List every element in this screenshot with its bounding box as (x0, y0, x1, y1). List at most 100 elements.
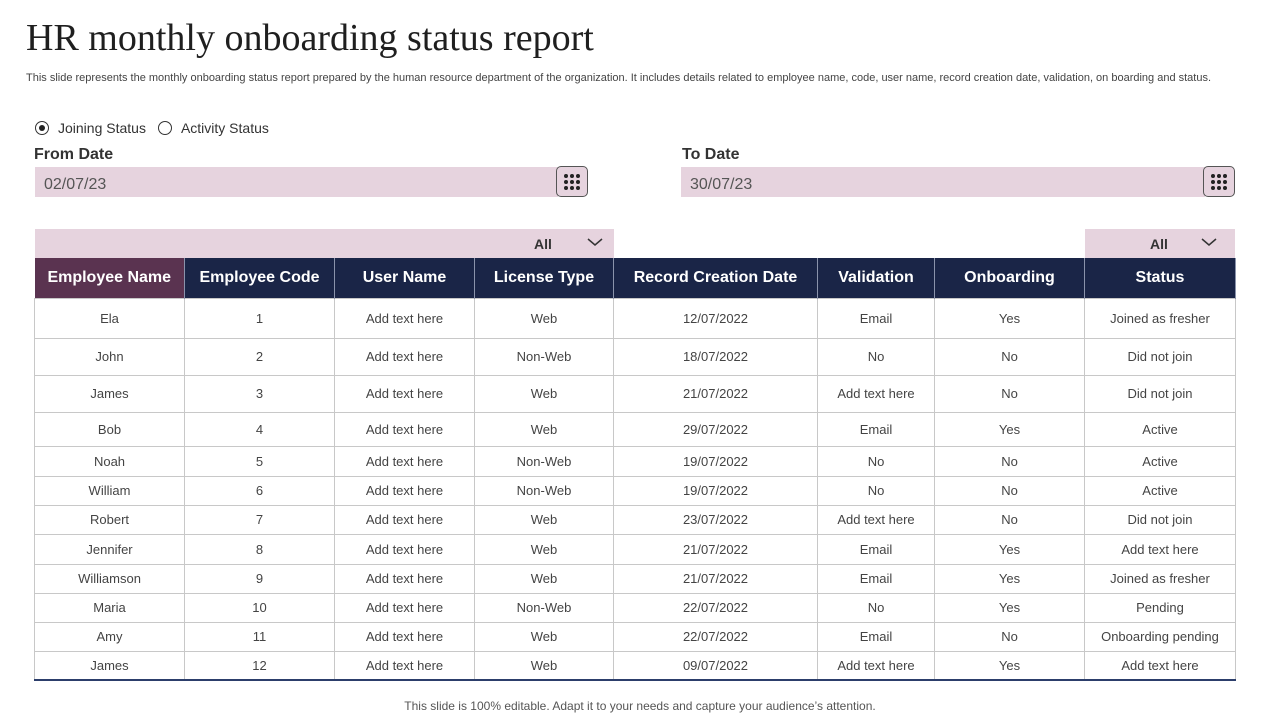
table-cell: Non-Web (474, 475, 614, 506)
to-date-input[interactable] (681, 167, 1205, 197)
status-radio-group: Joining Status Activity Status (35, 120, 281, 136)
radio-unchecked-icon[interactable] (157, 121, 172, 135)
table-cell: Email (817, 297, 935, 339)
column-header: Employee Code (184, 258, 335, 298)
table-cell: 18/07/2022 (613, 337, 818, 376)
table-header-row: Employee Name Employee Code User Name Licen… (34, 258, 1236, 298)
table-row: John 2 Add text here Non-Web 18/07/2022 No No D… (34, 337, 1236, 376)
table-cell: Add text here (334, 563, 475, 594)
table-cell: No (934, 504, 1085, 535)
table-cell: No (817, 475, 935, 506)
radio-activity-status-label: Activity Status (180, 120, 269, 136)
table-cell: Add text here (334, 337, 475, 376)
table-row: Jennifer 8 Add text here Web 21/07/2022 Email… (34, 533, 1236, 565)
table-cell: Add text here (334, 650, 475, 681)
table-cell: Non-Web (474, 592, 614, 623)
filter-dropdown-right[interactable]: All (1085, 229, 1235, 258)
table-cell: Add text here (334, 475, 475, 506)
table-cell: Web (474, 650, 614, 681)
table-cell: Web (474, 533, 614, 565)
table-cell: Add text here (334, 504, 475, 535)
table-cell: 1 (184, 297, 335, 339)
column-header: User Name (334, 258, 475, 298)
table-cell: Yes (934, 650, 1085, 681)
table-cell: Add text here (334, 411, 475, 447)
table-cell: Jennifer (34, 533, 185, 565)
table-row: James 3 Add text here Web 21/07/2022 Add text… (34, 374, 1236, 413)
table-row: William 6 Add text here Non-Web 19/07/2022 No… (34, 475, 1236, 506)
table-cell: 11 (184, 621, 335, 652)
table-cell: Did not join (1084, 504, 1236, 535)
table-cell: Did not join (1084, 337, 1236, 376)
from-date-input[interactable] (35, 167, 558, 197)
radio-activity-status[interactable]: Activity Status (157, 120, 269, 136)
column-header: Employee Name (34, 258, 185, 298)
table-cell: Add text here (1084, 650, 1236, 681)
table-cell: Add text here (817, 504, 935, 535)
table-cell: No (934, 475, 1085, 506)
table-cell: Email (817, 533, 935, 565)
table-cell: James (34, 374, 185, 413)
table-cell: 3 (184, 374, 335, 413)
table-cell: Email (817, 411, 935, 447)
table-cell: John (34, 337, 185, 376)
table-cell: Active (1084, 475, 1236, 506)
table-cell: Yes (934, 592, 1085, 623)
footer-note: This slide is 100% editable. Adapt it to… (404, 699, 876, 713)
table-cell: No (934, 337, 1085, 376)
table-cell: Joined as fresher (1084, 563, 1236, 594)
table-cell: 9 (184, 563, 335, 594)
table-cell: Joined as fresher (1084, 297, 1236, 339)
table-cell: Active (1084, 411, 1236, 447)
table-cell: 7 (184, 504, 335, 535)
table-cell: Add text here (334, 297, 475, 339)
table-row: James 12 Add text here Web 09/07/2022 Add tex… (34, 650, 1236, 681)
table-cell: 21/07/2022 (613, 563, 818, 594)
table-cell: Ela (34, 297, 185, 339)
column-header: License Type (474, 258, 614, 298)
table-cell: Email (817, 621, 935, 652)
column-header: Validation (817, 258, 935, 298)
table-cell: Add text here (334, 592, 475, 623)
radio-checked-icon[interactable] (35, 121, 49, 135)
table-cell: Yes (934, 297, 1085, 339)
table-cell: Williamson (34, 563, 185, 594)
table-cell: 4 (184, 411, 335, 447)
table-cell: Web (474, 504, 614, 535)
table-cell: Web (474, 563, 614, 594)
chevron-down-icon (1201, 238, 1217, 246)
table-cell: 23/07/2022 (613, 504, 818, 535)
table-cell: Add text here (334, 374, 475, 413)
filter-dropdown-left[interactable]: All (35, 229, 614, 258)
table-cell: 21/07/2022 (613, 374, 818, 413)
table-cell: No (934, 621, 1085, 652)
table-cell: Pending (1084, 592, 1236, 623)
from-date-label: From Date (34, 146, 114, 163)
table-cell: Noah (34, 445, 185, 477)
table-cell: 22/07/2022 (613, 592, 818, 623)
calendar-grid-icon (564, 173, 568, 178)
table-cell: 2 (184, 337, 335, 376)
table-cell: 12/07/2022 (613, 297, 818, 339)
table-cell: 29/07/2022 (613, 411, 818, 447)
table-cell: Web (474, 374, 614, 413)
onboarding-table: Employee Name Employee Code User Name Licen… (34, 258, 1236, 681)
filter-left-value: All (534, 236, 552, 252)
table-row: Noah 5 Add text here Non-Web 19/07/2022 No No A… (34, 445, 1236, 477)
table-cell: No (817, 337, 935, 376)
radio-joining-status[interactable]: Joining Status (35, 120, 146, 136)
table-cell: James (34, 650, 185, 681)
table-cell: Add text here (334, 621, 475, 652)
table-cell: Amy (34, 621, 185, 652)
column-header: Onboarding (934, 258, 1085, 298)
table-cell: Add text here (817, 374, 935, 413)
table-cell: 19/07/2022 (613, 445, 818, 477)
table-cell: No (934, 445, 1085, 477)
from-date-calendar-button[interactable] (556, 166, 588, 197)
to-date-calendar-button[interactable] (1203, 166, 1235, 197)
table-cell: William (34, 475, 185, 506)
table-cell: Add text here (334, 533, 475, 565)
table-cell: 5 (184, 445, 335, 477)
calendar-grid-icon (1211, 173, 1215, 178)
table-cell: 6 (184, 475, 335, 506)
